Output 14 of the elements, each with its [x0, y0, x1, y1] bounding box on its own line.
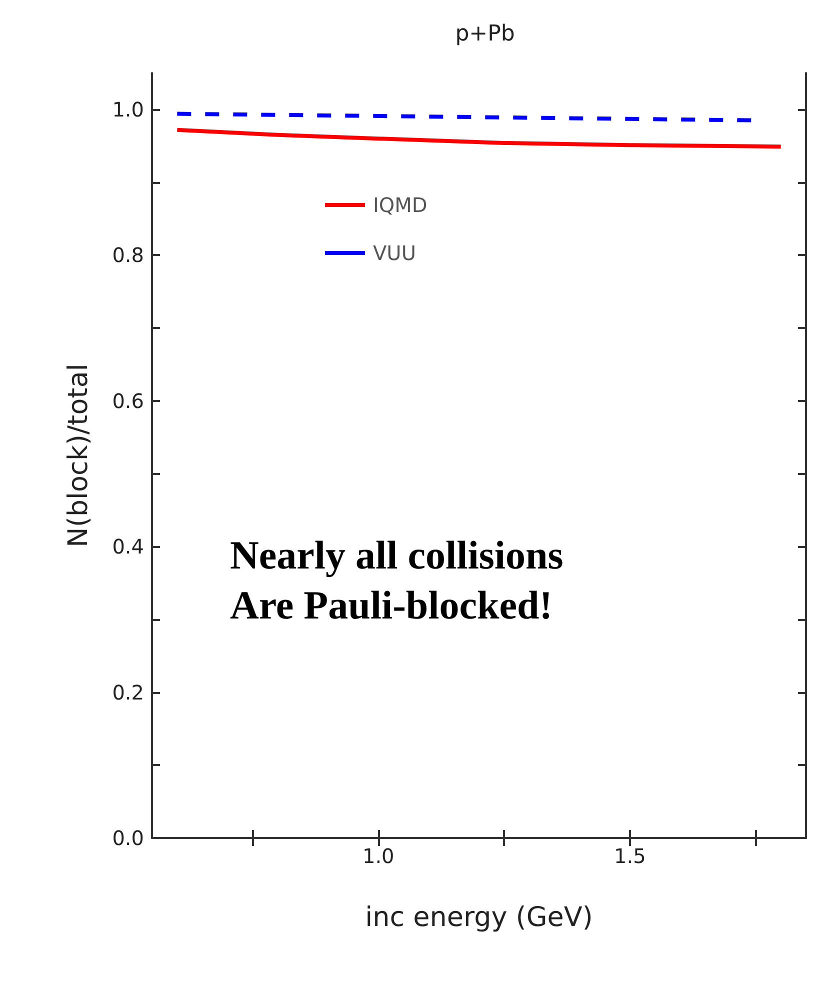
y-tick-label: 0.2: [112, 680, 144, 704]
annotation: Nearly all collisions Are Pauli-blocked!: [230, 532, 564, 628]
y-tick-label: 0.6: [112, 388, 144, 413]
legend-label: VUU: [373, 241, 416, 265]
x-axis-title: inc energy (GeV): [365, 902, 593, 933]
legend-label: IQMD: [373, 193, 428, 217]
line-series: [175, 128, 783, 149]
y-tick-label: 1.0: [112, 97, 144, 122]
chart-title: p+Pb: [455, 22, 515, 46]
x-tick-label: 1.5: [614, 844, 646, 868]
y-tick-label: 0.0: [112, 826, 144, 850]
y-tick-label: 0.4: [112, 534, 144, 559]
y-axis-title: N(block)/total: [63, 364, 94, 548]
y-tick-label: 0.8: [112, 243, 144, 268]
